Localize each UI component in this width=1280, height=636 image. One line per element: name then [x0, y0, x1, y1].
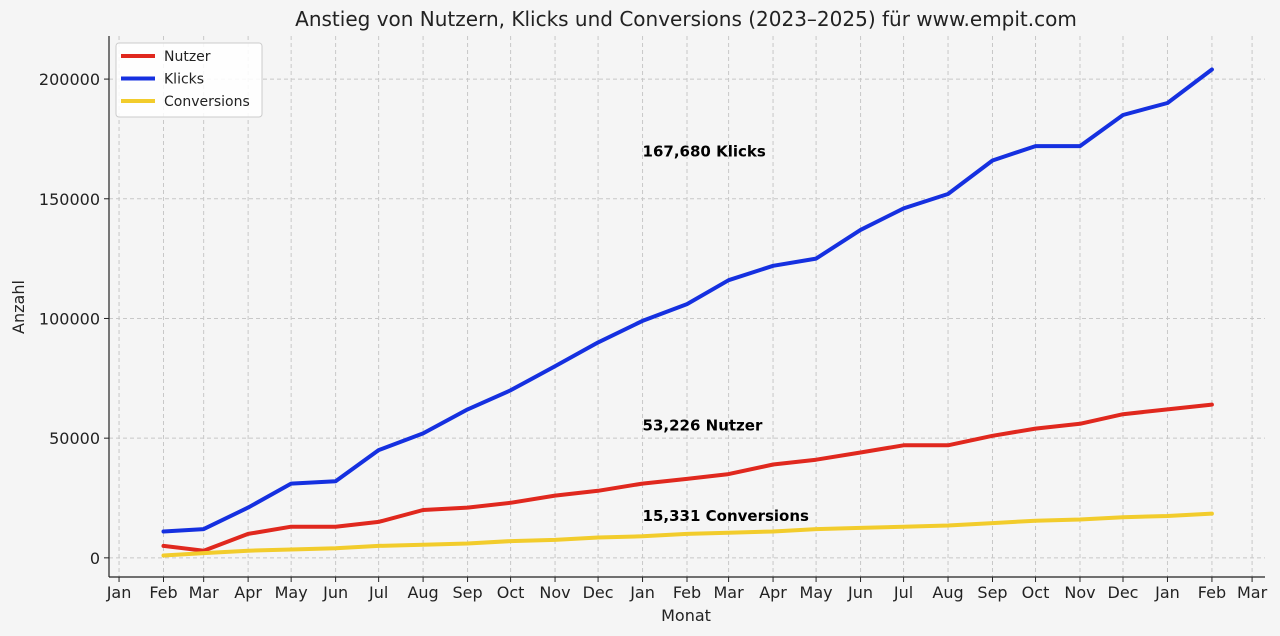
- x-tick-label: Jan: [106, 583, 132, 602]
- x-tick-label: Feb: [149, 583, 177, 602]
- y-axis-ticks: 0 50000 100000 150000 200000: [39, 70, 109, 568]
- x-tick-label: Jan: [629, 583, 655, 602]
- legend-label: Klicks: [164, 72, 204, 88]
- legend-label: Conversions: [164, 94, 250, 110]
- x-tick-label: Apr: [759, 583, 787, 602]
- x-tick-label: Nov: [539, 583, 570, 602]
- y-tick-label: 200000: [39, 70, 100, 89]
- y-tick-label: 150000: [39, 190, 100, 209]
- x-tick-label: Mar: [1237, 583, 1268, 602]
- legend: Nutzer Klicks Conversions: [115, 42, 263, 118]
- x-tick-label: Mar: [713, 583, 744, 602]
- x-tick-label: Sep: [977, 583, 1007, 602]
- x-tick-label: Jan: [1154, 583, 1180, 602]
- y-axis-label: Anzahl: [9, 280, 28, 334]
- series-line-conversions: [161, 511, 1214, 558]
- annotation-label: 15,331 Conversions: [643, 507, 810, 525]
- x-axis-label: Monat: [661, 606, 711, 625]
- x-tick-label: Aug: [932, 583, 963, 602]
- y-tick-label: 100000: [39, 309, 100, 328]
- x-tick-label: Jun: [322, 583, 348, 602]
- x-tick-label: Jul: [368, 583, 388, 602]
- x-tick-label: Dec: [1108, 583, 1139, 602]
- annotation-label: 53,226 Nutzer: [643, 416, 763, 434]
- x-tick-label: Mar: [189, 583, 220, 602]
- x-tick-label: Sep: [452, 583, 482, 602]
- grid: [109, 36, 1265, 577]
- x-tick-label: Oct: [497, 583, 525, 602]
- plot-area: [161, 67, 1214, 558]
- series-line-nutzer: [161, 402, 1214, 553]
- legend-label: Nutzer: [164, 49, 211, 65]
- x-tick-label: Apr: [234, 583, 262, 602]
- x-tick-label: Aug: [407, 583, 438, 602]
- x-tick-label: Dec: [583, 583, 614, 602]
- legend-box: [115, 42, 263, 118]
- annotation-label: 167,680 Klicks: [643, 142, 766, 160]
- x-tick-label: Jun: [847, 583, 873, 602]
- series-line-klicks: [161, 67, 1214, 534]
- x-axis-ticks: Jan Feb Mar Apr May Jun Jul Aug Sep Oct Nov Dec Jan F…: [106, 577, 1268, 602]
- x-tick-label: May: [275, 583, 308, 602]
- x-tick-label: Jul: [893, 583, 913, 602]
- x-tick-label: Feb: [1198, 583, 1226, 602]
- x-tick-label: Oct: [1022, 583, 1050, 602]
- x-tick-label: May: [800, 583, 833, 602]
- y-tick-label: 0: [90, 549, 100, 568]
- x-tick-label: Feb: [673, 583, 701, 602]
- annotations: 167,680 Klicks 53,226 Nutzer 15,331 Conver…: [643, 142, 810, 525]
- chart-title: Anstieg von Nutzern, Klicks und Conversi…: [295, 7, 1077, 31]
- y-tick-label: 50000: [49, 429, 100, 448]
- x-tick-label: Nov: [1064, 583, 1095, 602]
